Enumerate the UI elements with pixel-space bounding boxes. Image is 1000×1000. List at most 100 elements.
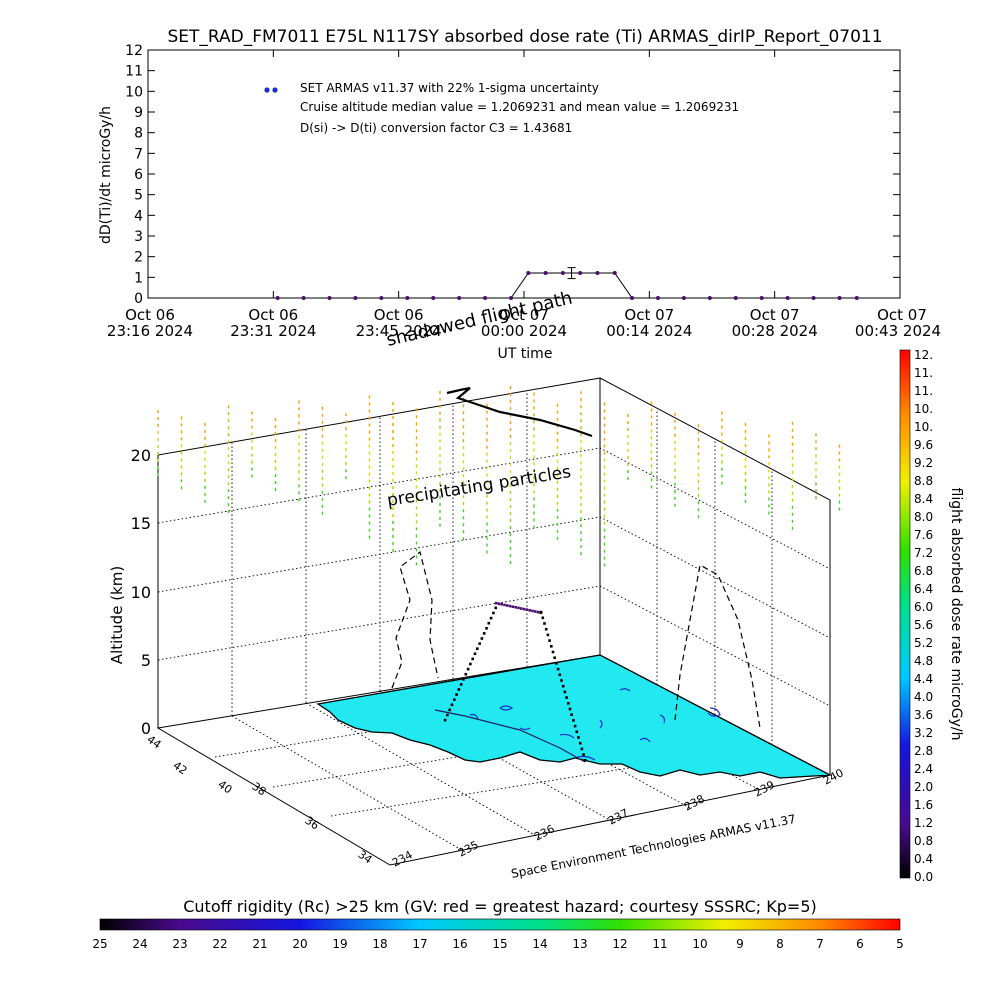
- rigidity-tick-label: 8: [776, 937, 784, 951]
- data-point: [457, 296, 462, 300]
- dose-tick-label: 4.4: [914, 672, 933, 686]
- x-tick-date: Oct 07: [750, 306, 800, 324]
- legend-marker: [272, 87, 278, 93]
- rigidity-tick-label: 11: [652, 937, 667, 951]
- rigidity-tick-label: 17: [412, 937, 427, 951]
- dose-tick-label: 9.2: [914, 456, 933, 470]
- dose-tick-label: 7.2: [914, 546, 933, 560]
- data-point: [353, 296, 358, 300]
- flight-path-point: [459, 683, 463, 686]
- altitude-tick-label: 5: [141, 651, 151, 670]
- longitude-tick-label: 240: [821, 766, 846, 787]
- flight-path-point: [485, 627, 488, 630]
- rigidity-tick-label: 6: [856, 937, 864, 951]
- data-point: [405, 296, 410, 300]
- data-point: [612, 270, 617, 275]
- ocean-surface: [316, 654, 833, 779]
- dose-rate-y-axis-label: dD(Ti)/dt microGy/h: [98, 106, 114, 244]
- rigidity-tick-label: 25: [92, 937, 107, 951]
- dose-tick-label: 2.0: [914, 780, 933, 794]
- y-tick-label: 9: [134, 105, 143, 121]
- rigidity-tick-label: 5: [896, 937, 904, 951]
- dose-tick-label: 6.8: [914, 564, 933, 578]
- x-tick-date: Oct 06: [248, 306, 298, 324]
- flight-path-point: [531, 609, 534, 613]
- dose-tick-label: 8.4: [914, 492, 933, 506]
- rigidity-tick-label: 20: [292, 937, 307, 951]
- data-point: [595, 270, 600, 275]
- longitude-tick-label: 238: [682, 792, 707, 813]
- figure-title: SET_RAD_FM7011 E75L N117SY absorbed dose…: [167, 27, 882, 47]
- flight-path-point: [508, 604, 512, 608]
- rigidity-tick-label: 19: [332, 937, 347, 951]
- data-point: [733, 296, 738, 300]
- rigidity-tick-label: 9: [736, 937, 744, 951]
- data-point: [707, 296, 712, 300]
- flight-path-point: [489, 616, 493, 620]
- data-point: [327, 296, 332, 300]
- longitude-tick-label: 237: [606, 806, 631, 827]
- flight-path-point: [536, 610, 540, 614]
- x-tick-time: 23:45 2024: [356, 322, 442, 340]
- shadowed-flight-path-line: [446, 386, 593, 438]
- dose-tick-label: 11.: [914, 366, 933, 380]
- dose-tick-label: 5.2: [914, 636, 933, 650]
- rigidity-colorbar-ticks: 25 24 23 22 21 20 19 18 17 16 15 14 13 12 11 10 9 8 7 6 5: [92, 937, 903, 951]
- dose-colorbar: 0.0 0.4 0.8 1.2 1.6 2.0 2.4 2.8 3.2 3.6 4.0 4.4 4.8 5…: [899, 348, 964, 884]
- dose-tick-label: 3.2: [914, 726, 933, 740]
- altitude-tick-label: 0: [141, 719, 151, 738]
- flight-path-point: [476, 647, 479, 650]
- x-tick-time: 00:14 2024: [606, 322, 692, 340]
- legend-line-3: D(si) -> D(ti) conversion factor C3 = 1.…: [300, 121, 572, 135]
- dose-tick-label: 1.2: [914, 816, 933, 830]
- x-tick-time: 00:28 2024: [732, 322, 818, 340]
- flight-path-point: [455, 693, 458, 696]
- dose-tick-label: 0.0: [914, 870, 933, 884]
- flight-path-point: [517, 606, 520, 610]
- rigidity-colorbar: Cutoff rigidity (Rc) >25 km (GV: red = g…: [92, 897, 903, 951]
- data-point: [630, 296, 635, 300]
- dose-tick-label: 10.: [914, 420, 933, 434]
- dose-tick-label: 0.8: [914, 834, 933, 848]
- flight-path-point: [548, 639, 551, 642]
- dose-tick-label: 12.: [914, 348, 933, 362]
- dose-rate-series: [275, 267, 859, 300]
- flight-path-point: [534, 610, 537, 613]
- flight-path-point: [443, 718, 447, 722]
- flight-path-point: [544, 627, 548, 631]
- flight-path-point: [514, 606, 517, 609]
- flight-path-point: [525, 608, 529, 611]
- data-point: [837, 296, 842, 300]
- flight-path-point: [563, 690, 567, 694]
- data-point: [811, 296, 816, 300]
- flight-path-point: [584, 759, 587, 762]
- flight-path-point: [543, 622, 546, 625]
- legend-marker: [264, 87, 270, 93]
- y-tick-label: 1: [134, 270, 143, 286]
- left-back-wall: [157, 377, 601, 728]
- flight-path-point: [506, 604, 509, 607]
- flight-path-point: [572, 719, 575, 722]
- flight-path-point: [462, 678, 465, 681]
- flight-path-point: [561, 684, 565, 688]
- x-tick-date: Oct 06: [374, 306, 424, 324]
- right-back-wall: [599, 377, 831, 775]
- y-tick-label: 5: [134, 188, 143, 204]
- longitude-tick-label: 236: [532, 822, 557, 843]
- altitude-tick-label: 15: [131, 514, 151, 533]
- latitude-tick-label: 38: [250, 780, 269, 799]
- y-tick-label: 3: [134, 229, 143, 245]
- legend-line-2: Cruise altitude median value = 1.2069231…: [300, 100, 739, 114]
- legend: SET ARMAS v11.37 with 22% 1-sigma uncert…: [264, 81, 739, 135]
- flight-path-point: [573, 724, 577, 728]
- latitude-tick-label: 40: [216, 778, 235, 797]
- flight-path-point: [450, 703, 454, 707]
- x-tick-time: 00:00 2024: [481, 322, 567, 340]
- altitude-tick-label: 10: [131, 583, 151, 602]
- altitude-tick-label: 20: [131, 446, 151, 465]
- x-tick-time: 23:16 2024: [107, 322, 193, 340]
- flight-path-point: [497, 602, 501, 605]
